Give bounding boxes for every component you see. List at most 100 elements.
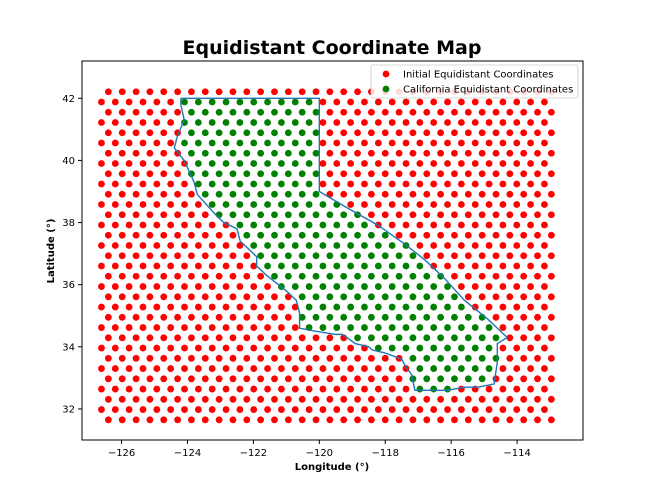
initial-point <box>118 129 126 137</box>
initial-point <box>367 211 375 219</box>
initial-point <box>513 303 521 311</box>
initial-point <box>139 303 147 311</box>
initial-point <box>416 180 424 188</box>
initial-point <box>174 211 181 219</box>
california-point <box>291 180 299 188</box>
initial-point <box>118 231 126 239</box>
initial-point <box>451 149 458 157</box>
california-point <box>423 354 431 362</box>
initial-point <box>153 262 161 270</box>
initial-point <box>139 406 147 413</box>
initial-point <box>188 395 195 403</box>
initial-point <box>201 252 209 260</box>
initial-point <box>437 416 445 424</box>
initial-point <box>118 395 126 403</box>
california-point <box>319 283 327 290</box>
initial-point <box>451 395 458 403</box>
california-point <box>284 108 292 116</box>
california-point <box>298 272 306 280</box>
initial-point <box>409 190 417 198</box>
california-point <box>457 365 465 372</box>
initial-point <box>457 221 465 229</box>
initial-point <box>236 365 244 372</box>
initial-point <box>354 129 361 137</box>
california-point <box>374 344 382 352</box>
california-point <box>284 252 292 260</box>
initial-point <box>229 375 237 383</box>
initial-point <box>423 170 431 178</box>
california-point <box>243 211 251 219</box>
california-point <box>354 293 361 301</box>
initial-point <box>146 129 154 137</box>
initial-point <box>111 283 119 290</box>
initial-point <box>111 324 119 331</box>
initial-point <box>478 395 486 403</box>
initial-point <box>506 416 514 424</box>
california-point <box>284 170 292 178</box>
initial-point <box>319 160 327 167</box>
initial-point <box>257 395 265 403</box>
x-tick-label: −118 <box>372 448 399 459</box>
california-point <box>284 231 292 239</box>
initial-point <box>208 262 216 270</box>
initial-point <box>340 375 348 383</box>
california-point <box>354 313 361 321</box>
california-point <box>305 303 313 311</box>
initial-point <box>118 313 126 321</box>
initial-point <box>402 385 410 393</box>
california-point <box>437 354 445 362</box>
initial-point <box>118 293 126 301</box>
california-point <box>402 324 410 331</box>
initial-point <box>374 180 382 188</box>
initial-point <box>499 283 507 290</box>
initial-point <box>215 395 223 403</box>
initial-point <box>188 293 195 301</box>
california-point <box>305 221 313 229</box>
initial-point <box>478 293 486 301</box>
california-point <box>291 119 299 126</box>
initial-point <box>471 242 479 249</box>
initial-point <box>499 180 507 188</box>
initial-point <box>167 283 175 290</box>
initial-point <box>361 98 368 106</box>
california-point <box>367 252 375 260</box>
california-point <box>409 334 417 342</box>
initial-point <box>541 262 548 270</box>
california-point <box>485 365 493 372</box>
initial-point <box>291 385 299 393</box>
initial-point <box>181 406 188 413</box>
initial-point <box>111 303 119 311</box>
initial-point <box>416 98 424 106</box>
california-point <box>437 375 445 383</box>
initial-point <box>520 334 528 342</box>
california-point <box>298 313 306 321</box>
initial-point <box>111 385 119 393</box>
initial-point <box>451 108 458 116</box>
initial-point <box>367 190 375 198</box>
california-point <box>464 375 472 383</box>
california-point <box>451 334 458 342</box>
initial-point <box>229 395 237 403</box>
initial-point <box>326 170 334 178</box>
initial-point <box>278 365 285 372</box>
california-point <box>291 242 299 249</box>
california-point <box>250 221 258 229</box>
initial-point <box>215 334 223 342</box>
initial-point <box>104 108 112 116</box>
initial-point <box>326 395 334 403</box>
initial-point <box>492 272 500 280</box>
initial-point <box>174 231 181 239</box>
initial-point <box>139 324 147 331</box>
initial-point <box>457 180 465 188</box>
california-point <box>243 231 251 239</box>
california-point <box>264 201 271 208</box>
california-point <box>437 293 445 301</box>
initial-point <box>125 160 133 167</box>
initial-point <box>194 324 202 331</box>
california-point <box>243 108 251 116</box>
initial-point <box>312 354 320 362</box>
initial-point <box>139 139 147 147</box>
initial-point <box>464 293 472 301</box>
initial-point <box>506 334 514 342</box>
initial-point <box>478 231 486 239</box>
